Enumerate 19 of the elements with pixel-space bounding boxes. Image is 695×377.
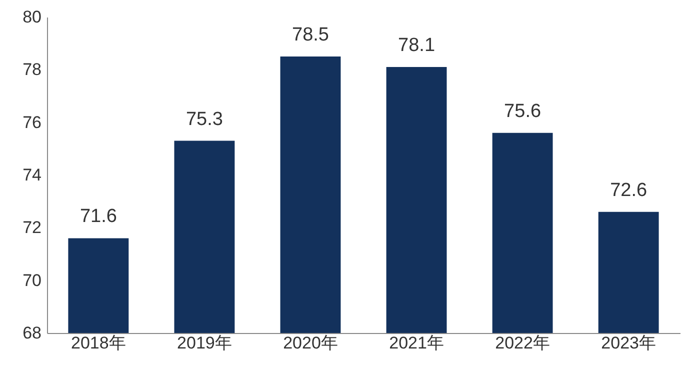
- y-tick-label: 78: [22, 60, 42, 80]
- y-tick-label: 76: [22, 112, 42, 132]
- data-label: 78.5: [292, 24, 329, 46]
- data-label: 75.3: [186, 108, 223, 130]
- x-tick-label: 2023年: [601, 334, 656, 352]
- data-label: 78.1: [398, 35, 436, 56]
- data-label: 71.6: [80, 206, 117, 228]
- data-label: 75.6: [504, 100, 542, 122]
- y-tick-label: 70: [22, 270, 42, 290]
- y-tick-label: 72: [22, 218, 42, 238]
- x-tick-label: 2020年: [283, 334, 338, 352]
- y-tick-label: 80: [22, 8, 42, 26]
- x-tick-label: 2019年: [177, 334, 232, 352]
- x-tick-label: 2021年: [389, 334, 444, 352]
- data-label: 72.6: [610, 180, 648, 201]
- x-tick-label: 2022年: [495, 334, 550, 352]
- x-tick-label: 2018年: [71, 334, 126, 352]
- y-tick-label: 68: [22, 324, 42, 342]
- y-tick-label: 74: [22, 166, 42, 184]
